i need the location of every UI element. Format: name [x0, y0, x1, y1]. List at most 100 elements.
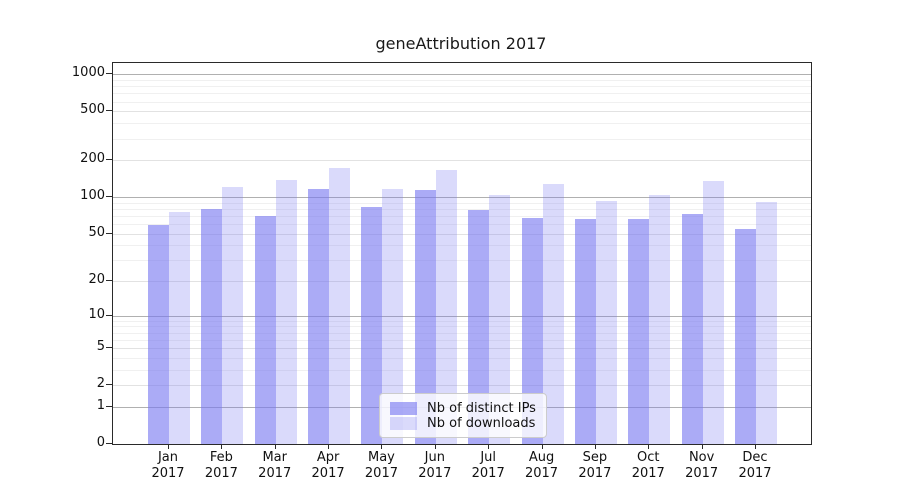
y-tick-label: 500 [80, 102, 105, 118]
x-tick-mark [701, 444, 703, 449]
bar-downloads [649, 194, 671, 444]
x-tick-mark [274, 444, 276, 449]
gridline [113, 348, 811, 350]
y-tick-mark [106, 110, 112, 112]
bar-distinct-ips [148, 224, 169, 444]
x-tick-mark [434, 444, 436, 449]
bar-distinct-ips [574, 219, 596, 444]
legend-label-downloads: Nb of downloads [427, 416, 536, 431]
y-tick-label: 50 [88, 224, 105, 240]
bar-distinct-ips [521, 218, 543, 444]
gridline-minor [113, 208, 811, 210]
x-tick-label: Nov 2017 [685, 450, 719, 481]
plot-area: Nb of distinct IPs Nb of downloads [112, 62, 812, 445]
bar-distinct-ips [468, 210, 490, 444]
bar-downloads [329, 167, 351, 444]
y-tick-mark [106, 405, 112, 407]
gridline [113, 233, 811, 235]
x-tick-label: Dec 2017 [738, 450, 772, 481]
y-tick-mark [106, 73, 112, 75]
x-tick-label: Oct 2017 [631, 450, 665, 481]
gridline-minor [113, 101, 811, 103]
x-tick-mark [488, 444, 490, 449]
y-tick-mark [106, 347, 112, 349]
bar-downloads [595, 200, 617, 444]
bar-distinct-ips [361, 206, 383, 444]
x-tick-label: Jan 2017 [151, 450, 185, 481]
bar-downloads [222, 187, 244, 444]
y-tick-label: 5 [96, 339, 105, 355]
x-tick-label: Apr 2017 [311, 450, 345, 481]
y-tick-label: 200 [80, 151, 105, 167]
y-tick-mark [106, 232, 112, 234]
x-tick-label: Jul 2017 [471, 450, 505, 481]
y-tick-label: 0 [96, 435, 105, 450]
y-tick-label: 20 [88, 272, 105, 288]
y-tick-label: 10 [88, 306, 105, 322]
x-tick-label: Feb 2017 [204, 450, 238, 481]
bar-distinct-ips [201, 208, 223, 444]
bar-downloads [702, 181, 724, 444]
gridline-minor [113, 86, 811, 88]
y-tick-label: 1 [96, 397, 105, 413]
gridline-minor [113, 357, 811, 359]
x-tick-mark [755, 444, 756, 449]
bar-distinct-ips [628, 219, 650, 444]
gridline [113, 74, 811, 76]
gridline-minor [113, 93, 811, 95]
gridline [113, 315, 811, 317]
gridline-minor [113, 245, 811, 247]
x-tick-mark [168, 444, 169, 449]
gridline-minor [113, 326, 811, 328]
bar-downloads [169, 212, 190, 444]
gridline [113, 281, 811, 283]
x-tick-label: Sep 2017 [578, 450, 612, 481]
x-tick-mark [221, 444, 223, 449]
gridline-minor [113, 369, 811, 371]
gridline-minor [113, 332, 811, 334]
bar-downloads [756, 202, 777, 444]
gridline-minor [113, 320, 811, 322]
x-tick-mark [648, 444, 650, 449]
legend: Nb of distinct IPs Nb of downloads [379, 393, 547, 438]
x-tick-mark [381, 444, 383, 449]
x-tick-label: Aug 2017 [524, 450, 559, 481]
bar-downloads [382, 189, 404, 444]
x-tick-mark [594, 444, 596, 449]
gridline [113, 385, 811, 387]
y-tick-mark [106, 196, 112, 198]
bar-distinct-ips [681, 213, 703, 444]
bar-downloads [542, 183, 564, 444]
x-tick-label: Jun 2017 [418, 450, 452, 481]
gridline-minor [113, 224, 811, 226]
gridline [113, 197, 811, 199]
gridline-minor [113, 202, 811, 204]
bar-distinct-ips [254, 215, 276, 444]
gridline-minor [113, 215, 811, 217]
legend-swatch-downloads [390, 417, 417, 430]
legend-label-distinct-ips: Nb of distinct IPs [427, 401, 536, 416]
gridline-minor [113, 339, 811, 341]
legend-item-downloads: Nb of downloads [390, 416, 536, 431]
chart-title: geneAttribution 2017 [375, 34, 547, 53]
bar-downloads [489, 194, 511, 444]
y-tick-label: 1000 [71, 65, 105, 81]
gridline [113, 160, 811, 162]
x-tick-label: Mar 2017 [258, 450, 292, 481]
bar-downloads [435, 170, 457, 444]
bar-distinct-ips [308, 189, 330, 444]
y-tick-mark [106, 159, 112, 161]
legend-item-distinct-ips: Nb of distinct IPs [390, 401, 536, 416]
x-tick-mark [328, 444, 330, 449]
legend-swatch-distinct-ips [390, 402, 417, 415]
gridline [113, 111, 811, 113]
y-tick-mark [106, 384, 112, 386]
y-tick-mark [106, 280, 112, 282]
y-tick-label: 100 [80, 188, 105, 204]
bar-downloads [275, 179, 297, 444]
gridline-minor [113, 138, 811, 140]
gridline-minor [113, 79, 811, 81]
x-tick-mark [541, 444, 543, 449]
gridline-minor [113, 123, 811, 125]
